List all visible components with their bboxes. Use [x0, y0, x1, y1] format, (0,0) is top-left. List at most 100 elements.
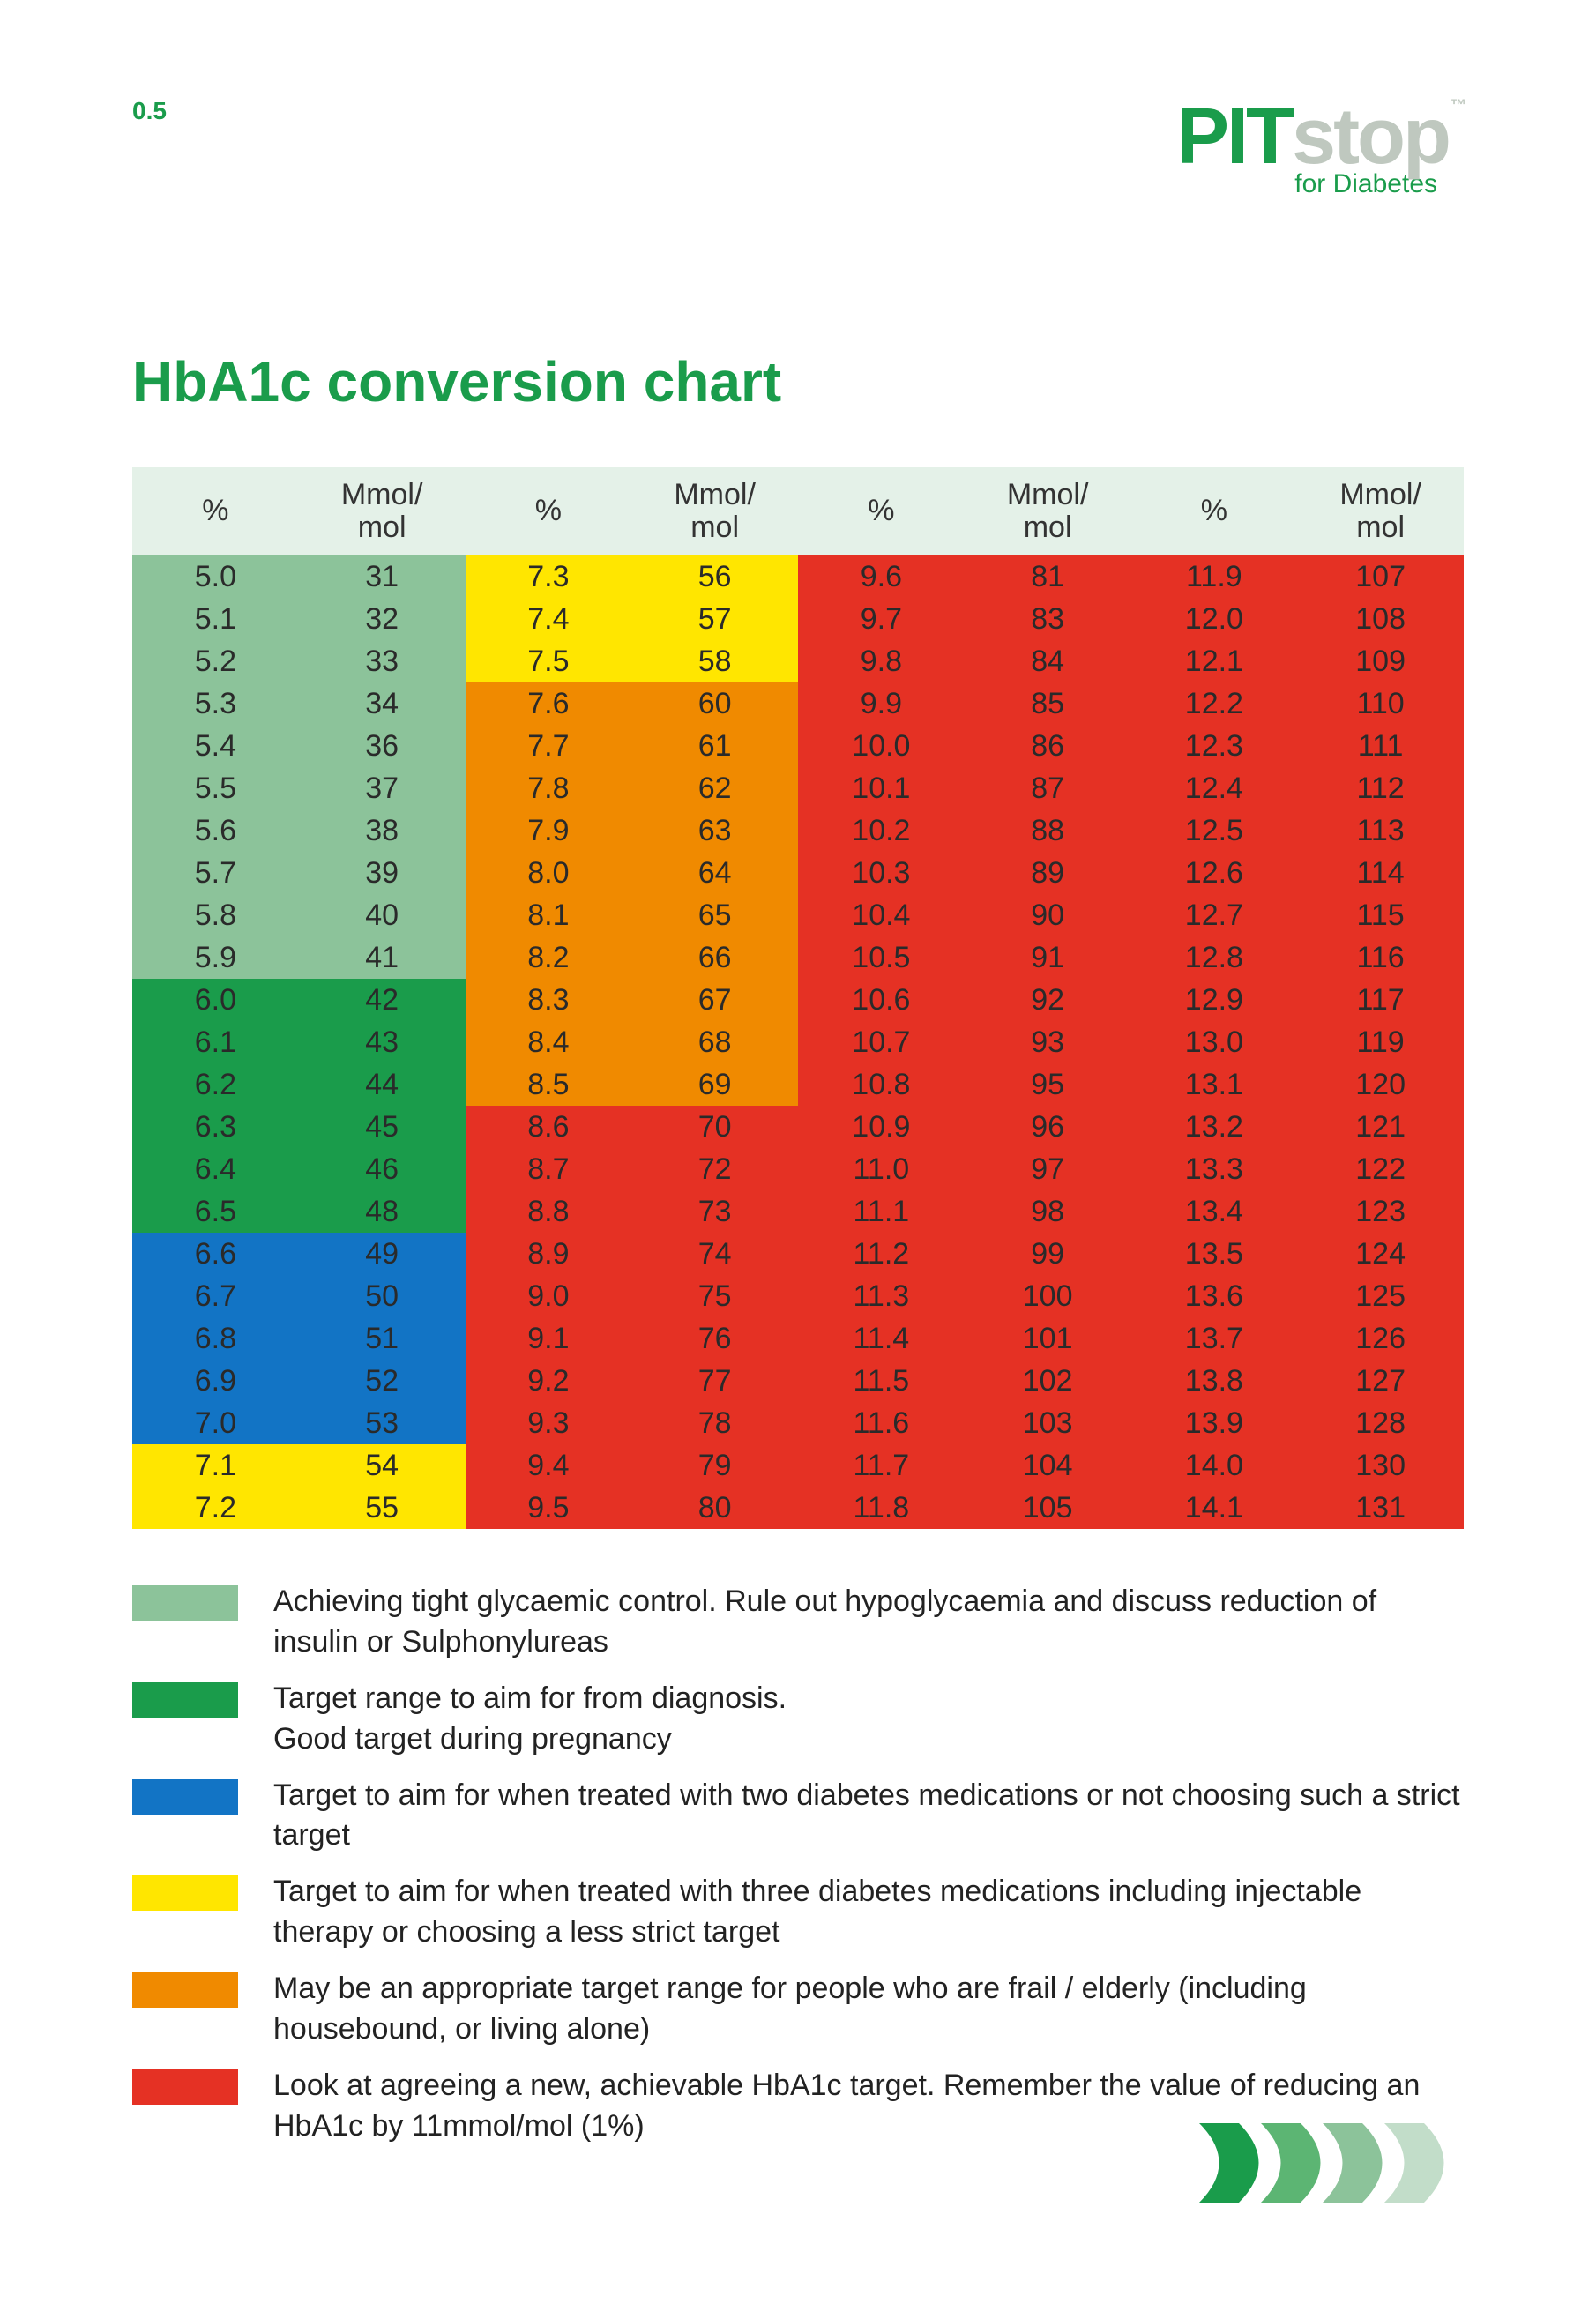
table-cell: 13.6: [1131, 1275, 1298, 1317]
table-cell: 11.3: [798, 1275, 965, 1317]
table-cell: 53: [299, 1402, 466, 1444]
table-cell: 13.1: [1131, 1063, 1298, 1106]
table-cell: 7.5: [466, 640, 632, 682]
table-cell: 13.8: [1131, 1360, 1298, 1402]
table-cell: 76: [631, 1317, 798, 1360]
table-cell: 8.2: [466, 936, 632, 979]
table-cell: 91: [965, 936, 1131, 979]
table-cell: 68: [631, 1021, 798, 1063]
table-cell: 124: [1297, 1233, 1464, 1275]
table-cell: 98: [965, 1190, 1131, 1233]
table-row: 6.7509.07511.310013.6125: [132, 1275, 1464, 1317]
table-cell: 32: [299, 598, 466, 640]
table-header-cell: %: [466, 467, 632, 555]
table-cell: 38: [299, 809, 466, 852]
table-cell: 78: [631, 1402, 798, 1444]
table-cell: 127: [1297, 1360, 1464, 1402]
table-cell: 115: [1297, 894, 1464, 936]
table-cell: 5.1: [132, 598, 299, 640]
table-cell: 63: [631, 809, 798, 852]
table-row: 5.0317.3569.68111.9107: [132, 555, 1464, 598]
table-cell: 116: [1297, 936, 1464, 979]
table-row: 5.3347.6609.98512.2110: [132, 682, 1464, 725]
table-cell: 112: [1297, 767, 1464, 809]
table-cell: 109: [1297, 640, 1464, 682]
legend-row: Achieving tight glycaemic control. Rule …: [132, 1582, 1464, 1663]
table-row: 7.1549.47911.710414.0130: [132, 1444, 1464, 1487]
table-row: 5.2337.5589.88412.1109: [132, 640, 1464, 682]
page-title: HbA1c conversion chart: [132, 349, 1464, 414]
table-cell: 8.1: [466, 894, 632, 936]
table-header-cell: Mmol/mol: [1297, 467, 1464, 555]
table-header-cell: Mmol/mol: [299, 467, 466, 555]
logo-pit: PIT: [1176, 97, 1292, 176]
table-cell: 7.6: [466, 682, 632, 725]
table-cell: 89: [965, 852, 1131, 894]
table-cell: 9.9: [798, 682, 965, 725]
table-cell: 113: [1297, 809, 1464, 852]
table-cell: 90: [965, 894, 1131, 936]
table-header-cell: %: [798, 467, 965, 555]
page-number: 0.5: [132, 97, 167, 125]
legend-row: Target to aim for when treated with two …: [132, 1776, 1464, 1857]
legend: Achieving tight glycaemic control. Rule …: [132, 1582, 1464, 2147]
table-cell: 103: [965, 1402, 1131, 1444]
table-row: 7.0539.37811.610313.9128: [132, 1402, 1464, 1444]
table-cell: 45: [299, 1106, 466, 1148]
table-row: 5.7398.06410.38912.6114: [132, 852, 1464, 894]
table-cell: 6.3: [132, 1106, 299, 1148]
table-cell: 125: [1297, 1275, 1464, 1317]
table-cell: 131: [1297, 1487, 1464, 1529]
table-cell: 69: [631, 1063, 798, 1106]
table-cell: 12.3: [1131, 725, 1298, 767]
table-cell: 12.0: [1131, 598, 1298, 640]
table-cell: 51: [299, 1317, 466, 1360]
table-cell: 62: [631, 767, 798, 809]
table-cell: 6.0: [132, 979, 299, 1021]
table-cell: 52: [299, 1360, 466, 1402]
table-cell: 12.9: [1131, 979, 1298, 1021]
table-cell: 64: [631, 852, 798, 894]
table-cell: 7.8: [466, 767, 632, 809]
table-cell: 37: [299, 767, 466, 809]
legend-text: Target to aim for when treated with thre…: [273, 1872, 1464, 1953]
table-cell: 31: [299, 555, 466, 598]
table-cell: 85: [965, 682, 1131, 725]
table-cell: 7.4: [466, 598, 632, 640]
logo-stop: stop™: [1292, 97, 1464, 176]
table-cell: 10.0: [798, 725, 965, 767]
table-cell: 9.2: [466, 1360, 632, 1402]
table-cell: 6.5: [132, 1190, 299, 1233]
table-cell: 102: [965, 1360, 1131, 1402]
table-cell: 80: [631, 1487, 798, 1529]
table-cell: 74: [631, 1233, 798, 1275]
table-cell: 6.9: [132, 1360, 299, 1402]
table-cell: 9.3: [466, 1402, 632, 1444]
table-cell: 114: [1297, 852, 1464, 894]
table-cell: 107: [1297, 555, 1464, 598]
table-row: 6.3458.67010.99613.2121: [132, 1106, 1464, 1148]
table-row: 5.5377.86210.18712.4112: [132, 767, 1464, 809]
table-cell: 130: [1297, 1444, 1464, 1487]
table-cell: 42: [299, 979, 466, 1021]
table-cell: 6.4: [132, 1148, 299, 1190]
table-cell: 14.0: [1131, 1444, 1298, 1487]
table-cell: 5.3: [132, 682, 299, 725]
table-cell: 72: [631, 1148, 798, 1190]
table-cell: 54: [299, 1444, 466, 1487]
table-row: 5.9418.26610.59112.8116: [132, 936, 1464, 979]
legend-row: Target range to aim for from diagnosis.G…: [132, 1679, 1464, 1760]
legend-swatch: [132, 2069, 238, 2105]
table-cell: 11.2: [798, 1233, 965, 1275]
table-cell: 50: [299, 1275, 466, 1317]
table-row: 6.5488.87311.19813.4123: [132, 1190, 1464, 1233]
table-cell: 6.2: [132, 1063, 299, 1106]
table-cell: 105: [965, 1487, 1131, 1529]
table-row: 6.1438.46810.79313.0119: [132, 1021, 1464, 1063]
table-header: %Mmol/mol%Mmol/mol%Mmol/mol%Mmol/mol: [132, 467, 1464, 555]
table-cell: 40: [299, 894, 466, 936]
table-header-cell: %: [1131, 467, 1298, 555]
table-cell: 6.7: [132, 1275, 299, 1317]
table-row: 5.8408.16510.49012.7115: [132, 894, 1464, 936]
legend-text: Target to aim for when treated with two …: [273, 1776, 1464, 1857]
